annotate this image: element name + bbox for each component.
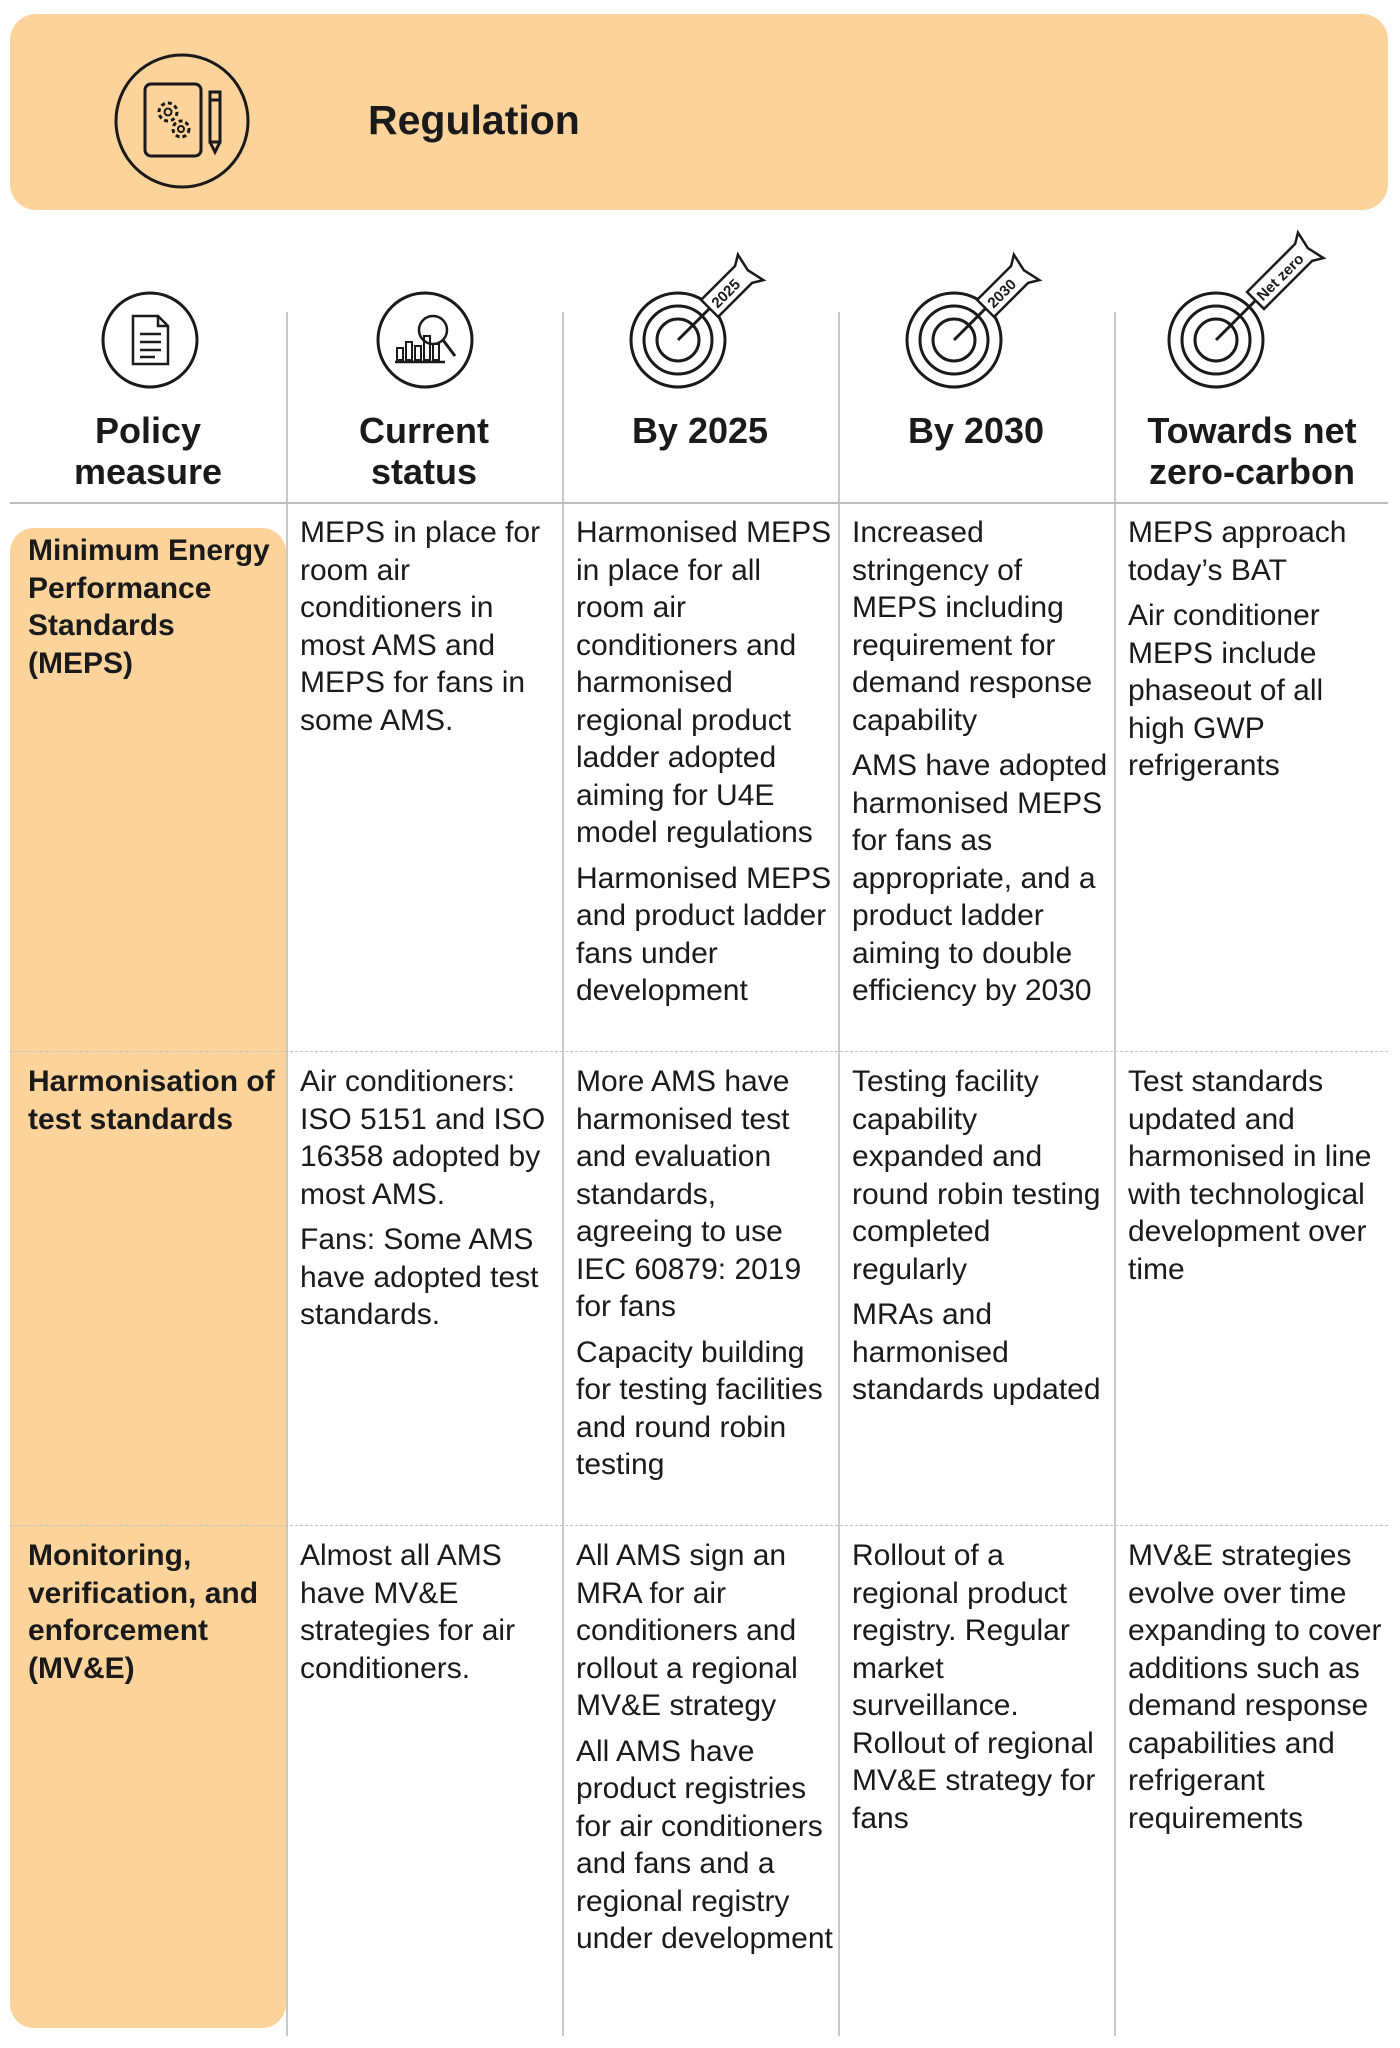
page-title: Regulation: [368, 97, 580, 143]
cell-mve-net-zero: MV&E strategies evolve over time expandi…: [1128, 1539, 1382, 1835]
column-header-current-status: Current status: [358, 410, 489, 492]
cell-mve-current: Almost all AMS have MV&E strategies for …: [300, 1539, 516, 1685]
cell-mve-2025: All AMS sign an MRA for air conditioners…: [576, 1539, 833, 1955]
cell-meps-net-zero: MEPS approach today’s BAT Air conditioner…: [1128, 516, 1347, 782]
row-header-meps: Minimum Energy Performance Standards (ME…: [28, 534, 270, 680]
cell-meps-2030: Increased stringency of MEPS including r…: [852, 516, 1108, 1007]
document-icon: [101, 291, 199, 389]
column-header-by-2030: By 2030: [907, 410, 1045, 451]
cell-mve-2030: Rollout of a regional product registry. …: [852, 1539, 1096, 1835]
column-divider: [286, 312, 288, 2036]
row-divider: [10, 1051, 1388, 1052]
target-2025-icon: 2025: [629, 251, 767, 389]
cell-test-current: Air conditioners: ISO 5151 and ISO 16358…: [300, 1065, 546, 1331]
column-divider: [562, 312, 564, 2036]
magnifier-chart-icon: [376, 291, 474, 389]
cell-test-2030: Testing facility capability expanded and…: [852, 1065, 1101, 1406]
column-header-policy-measure: Policy measure: [73, 410, 223, 492]
column-divider: [838, 312, 840, 2036]
cell-test-2025: More AMS have harmonised test and evalua…: [576, 1065, 823, 1481]
row-header-mve: Monitoring, verification, and enforcemen…: [28, 1539, 259, 1685]
target-2030-icon: 2030: [905, 251, 1043, 389]
document-gears-pencil-icon: [114, 53, 250, 189]
cell-meps-2025: Harmonised MEPS in place for all room ai…: [576, 516, 832, 1007]
row-header-test-standards: Harmonisation of test standards: [28, 1065, 275, 1136]
column-header-net-zero: Towards net zero-carbon: [1147, 410, 1357, 492]
target-net-zero-icon: Net zero: [1167, 229, 1327, 389]
cell-meps-current: MEPS in place for room air conditioners …: [300, 516, 541, 737]
cell-test-net-zero: Test standards updated and harmonised in…: [1128, 1065, 1372, 1286]
header-divider: [10, 502, 1388, 504]
row-divider: [10, 1525, 1388, 1526]
column-divider: [1114, 312, 1116, 2036]
regulation-banner: Regulation: [10, 14, 1388, 210]
policy-measure-band: [10, 528, 286, 2028]
column-header-by-2025: By 2025: [631, 410, 769, 451]
